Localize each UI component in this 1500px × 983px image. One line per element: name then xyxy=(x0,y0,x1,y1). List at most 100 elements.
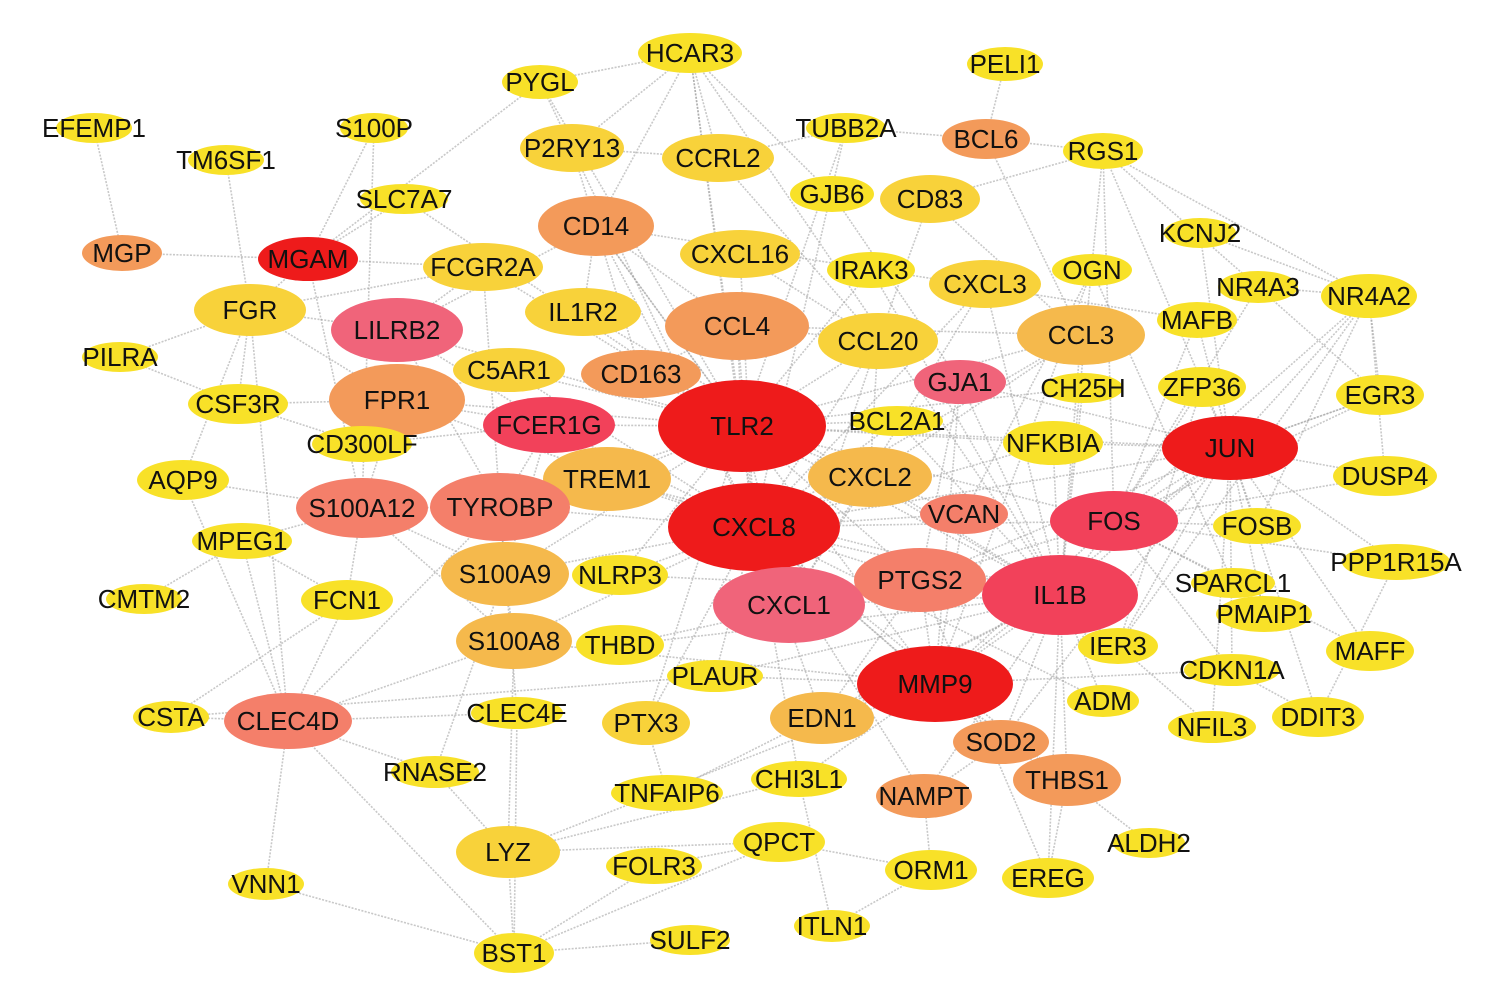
node-tm6sf1: TM6SF1 xyxy=(176,145,276,175)
node-label: NFKBIA xyxy=(1006,428,1101,458)
node-shape-vcan xyxy=(920,494,1008,534)
node-shape-fgr xyxy=(194,284,306,336)
node-shape-cd300lf xyxy=(312,426,412,462)
node-fpr1: FPR1 xyxy=(329,364,465,436)
node-shape-itln1 xyxy=(794,910,870,942)
node-chi3l1: CHI3L1 xyxy=(751,761,847,797)
node-shape-c5ar1 xyxy=(453,348,565,392)
node-label: NFIL3 xyxy=(1177,712,1248,742)
node-shape-qpct xyxy=(733,822,825,862)
node-label: RGS1 xyxy=(1068,136,1139,166)
edge-ccl3-il1b xyxy=(1059,334,1082,596)
node-label: ORM1 xyxy=(893,855,968,885)
node-rgs1: RGS1 xyxy=(1063,133,1143,169)
node-shape-mmp9 xyxy=(857,646,1013,722)
node-pmaip1: PMAIP1 xyxy=(1216,596,1312,632)
node-itln1: ITLN1 xyxy=(794,910,870,942)
node-qpct: QPCT xyxy=(733,822,825,862)
edge-fgr-mgam xyxy=(249,258,309,311)
node-label: MGAM xyxy=(268,244,349,274)
edge-cd14-cxcl8 xyxy=(595,225,755,528)
node-shape-ogn xyxy=(1052,254,1132,286)
node-label: NAMPT xyxy=(879,781,970,811)
node-shape-gja1 xyxy=(914,360,1006,404)
node-hcar3: HCAR3 xyxy=(638,33,742,73)
node-mafb: MAFB xyxy=(1157,302,1237,338)
node-lilrb2: LILRB2 xyxy=(331,298,463,362)
node-label: CHI3L1 xyxy=(755,764,843,794)
node-label: FCN1 xyxy=(313,585,381,615)
node-cxcl3: CXCL3 xyxy=(929,260,1041,308)
node-shape-maff xyxy=(1326,631,1414,671)
node-zfp36: ZFP36 xyxy=(1158,367,1246,407)
node-aqp9: AQP9 xyxy=(137,460,229,500)
node-label: CD83 xyxy=(897,184,963,214)
edge-cxcl8-jun xyxy=(753,447,1231,528)
node-shape-mpeg1 xyxy=(192,523,292,559)
node-shape-cd83 xyxy=(880,175,980,223)
node-shape-trem1 xyxy=(543,447,671,511)
node-ptx3: PTX3 xyxy=(602,701,690,745)
node-shape-s100a9 xyxy=(441,542,569,606)
node-label: ZFP36 xyxy=(1163,372,1241,402)
node-label: CXCL1 xyxy=(747,590,831,620)
edge-maff-jun xyxy=(1229,447,1371,652)
node-shape-il1r2 xyxy=(525,288,641,336)
node-label: SPARCL1 xyxy=(1175,568,1292,598)
node-label: SOD2 xyxy=(966,727,1037,757)
node-ogn: OGN xyxy=(1052,254,1132,286)
edge-mmp9-fos xyxy=(934,520,1115,685)
node-slc7a7: SLC7A7 xyxy=(356,184,452,214)
edge-sod2-jun xyxy=(1000,447,1231,743)
node-il1b: IL1B xyxy=(982,555,1138,635)
node-label: DDIT3 xyxy=(1280,702,1355,732)
edge-c5ar1-tlr2 xyxy=(508,369,743,427)
edge-ccrl2-ccl20 xyxy=(717,157,879,342)
edge-cxcl1-ccl20 xyxy=(788,340,879,606)
node-ccrl2: CCRL2 xyxy=(662,134,774,182)
node-vnn1: VNN1 xyxy=(228,868,304,900)
node-label: GJA1 xyxy=(927,367,992,397)
node-shape-plaur xyxy=(667,660,763,692)
node-label: IL1R2 xyxy=(548,297,617,327)
node-fcgr2a: FCGR2A xyxy=(423,243,543,291)
edge-fos-jun xyxy=(1113,447,1231,522)
node-nfkbia: NFKBIA xyxy=(1003,421,1103,465)
node-fcer1g: FCER1G xyxy=(483,397,615,453)
node-shape-tm6sf1 xyxy=(188,145,264,175)
node-nr4a2: NR4A2 xyxy=(1321,274,1417,318)
node-clec4e: CLEC4E xyxy=(466,697,568,729)
node-label: S100A9 xyxy=(459,559,552,589)
edge-ereg-ptgs2 xyxy=(919,579,1049,879)
node-shape-s100p xyxy=(340,113,408,143)
node-thbs1: THBS1 xyxy=(1013,754,1121,806)
node-c5ar1: C5AR1 xyxy=(453,348,565,392)
edge-s100a12-s100a9 xyxy=(361,507,506,575)
node-label: RNASE2 xyxy=(383,757,487,787)
node-shape-p2ry13 xyxy=(520,124,624,172)
node-maff: MAFF xyxy=(1326,631,1414,671)
node-label: CD300LF xyxy=(306,429,417,459)
node-shape-gjb6 xyxy=(790,176,874,212)
edge-efemp1-mgp xyxy=(93,127,123,254)
node-shape-sulf2 xyxy=(650,925,730,955)
node-label: CCL3 xyxy=(1048,320,1114,350)
node-label: MGP xyxy=(92,238,151,268)
node-s100a12: S100A12 xyxy=(296,478,428,538)
node-label: TYROBP xyxy=(447,492,554,522)
node-label: CSTA xyxy=(137,702,205,732)
node-label: FOSB xyxy=(1222,511,1293,541)
node-label: FOLR3 xyxy=(612,851,696,881)
edge-gja1-mmp9 xyxy=(934,381,961,685)
node-shape-ptx3 xyxy=(602,701,690,745)
node-sod2: SOD2 xyxy=(953,720,1049,764)
edge-peli1-bcl6 xyxy=(985,63,1006,140)
node-label: HCAR3 xyxy=(646,38,734,68)
node-csf3r: CSF3R xyxy=(188,384,288,424)
node-label: CLEC4D xyxy=(237,706,340,736)
node-label: SULF2 xyxy=(650,925,731,955)
edge-plaur-cxcl8 xyxy=(714,526,755,677)
node-label: FPR1 xyxy=(364,385,430,415)
node-label: QPCT xyxy=(743,827,815,857)
